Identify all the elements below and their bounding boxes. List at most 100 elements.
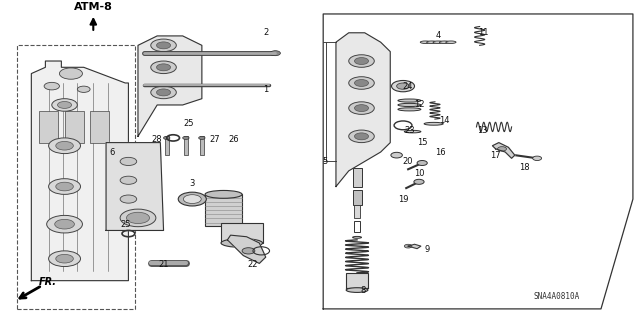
Text: 6: 6 [110, 147, 115, 157]
Text: FR.: FR. [39, 277, 57, 287]
Text: 16: 16 [435, 147, 445, 157]
Circle shape [60, 68, 83, 79]
Circle shape [55, 219, 74, 229]
Circle shape [120, 209, 156, 227]
Circle shape [355, 79, 369, 86]
Circle shape [349, 130, 374, 143]
Circle shape [242, 248, 255, 254]
Text: 5: 5 [323, 157, 328, 166]
Bar [200, 136, 204, 155]
Circle shape [355, 105, 369, 112]
Bar [353, 168, 362, 187]
Circle shape [56, 254, 74, 263]
Bar [90, 111, 109, 143]
Circle shape [56, 182, 74, 191]
Circle shape [497, 147, 506, 151]
Ellipse shape [440, 41, 450, 43]
Ellipse shape [446, 41, 456, 43]
Polygon shape [336, 33, 390, 187]
Text: SNA4A0810A: SNA4A0810A [533, 292, 579, 301]
Text: 14: 14 [439, 116, 450, 125]
Bar [205, 194, 242, 226]
Text: ATM-8: ATM-8 [74, 3, 113, 12]
Circle shape [120, 176, 137, 184]
Text: 15: 15 [417, 138, 428, 147]
Text: 12: 12 [413, 100, 424, 109]
Ellipse shape [205, 190, 242, 198]
Ellipse shape [221, 239, 262, 248]
Ellipse shape [424, 122, 444, 125]
Circle shape [183, 195, 201, 204]
Text: 20: 20 [403, 157, 413, 166]
Bar [65, 111, 84, 143]
Text: 25: 25 [120, 220, 131, 229]
Circle shape [355, 133, 369, 140]
Text: 19: 19 [398, 195, 408, 204]
Circle shape [120, 157, 137, 166]
Bar [184, 136, 188, 155]
Circle shape [151, 61, 176, 74]
Polygon shape [138, 36, 202, 136]
Circle shape [270, 51, 280, 56]
Ellipse shape [433, 41, 444, 43]
Circle shape [349, 55, 374, 67]
Ellipse shape [353, 236, 362, 238]
Circle shape [349, 77, 374, 89]
Text: 2: 2 [263, 28, 268, 37]
Circle shape [56, 141, 74, 150]
Polygon shape [31, 61, 129, 281]
Text: 4: 4 [435, 32, 441, 41]
Circle shape [127, 212, 150, 224]
Circle shape [44, 82, 60, 90]
Circle shape [52, 99, 77, 111]
Circle shape [397, 83, 410, 89]
Polygon shape [106, 143, 164, 230]
Bar [354, 205, 360, 218]
Ellipse shape [398, 99, 421, 102]
Circle shape [349, 102, 374, 115]
Polygon shape [492, 143, 515, 158]
Ellipse shape [404, 130, 421, 133]
Circle shape [157, 42, 171, 49]
Circle shape [164, 136, 170, 139]
Circle shape [157, 89, 171, 96]
Ellipse shape [398, 108, 421, 111]
Text: 3: 3 [189, 179, 195, 188]
Circle shape [198, 136, 205, 139]
Circle shape [414, 179, 424, 184]
Text: 17: 17 [490, 151, 501, 160]
Circle shape [532, 156, 541, 160]
Circle shape [182, 136, 189, 139]
Text: 24: 24 [403, 82, 413, 91]
Circle shape [151, 86, 176, 99]
Text: 8: 8 [360, 286, 365, 294]
Circle shape [77, 86, 90, 93]
Text: 18: 18 [519, 163, 530, 172]
Circle shape [49, 138, 81, 153]
Text: 13: 13 [477, 126, 488, 135]
Ellipse shape [346, 288, 368, 293]
Circle shape [391, 152, 403, 158]
Text: 25: 25 [184, 119, 195, 128]
Circle shape [157, 64, 171, 71]
Bar [17, 45, 135, 309]
Ellipse shape [427, 41, 437, 43]
Circle shape [47, 215, 83, 233]
Bar [354, 221, 360, 232]
Circle shape [417, 160, 428, 166]
Circle shape [404, 244, 412, 248]
Circle shape [355, 57, 369, 64]
Text: 28: 28 [152, 135, 163, 144]
Bar [165, 136, 169, 155]
Polygon shape [408, 244, 421, 249]
Bar [353, 190, 362, 205]
Circle shape [120, 195, 137, 203]
Ellipse shape [420, 41, 431, 43]
Text: 10: 10 [413, 169, 424, 178]
Circle shape [151, 39, 176, 52]
Bar [221, 223, 262, 243]
Text: 23: 23 [404, 126, 415, 135]
Text: 22: 22 [248, 261, 258, 270]
Text: 1: 1 [263, 85, 268, 94]
Circle shape [49, 179, 81, 194]
